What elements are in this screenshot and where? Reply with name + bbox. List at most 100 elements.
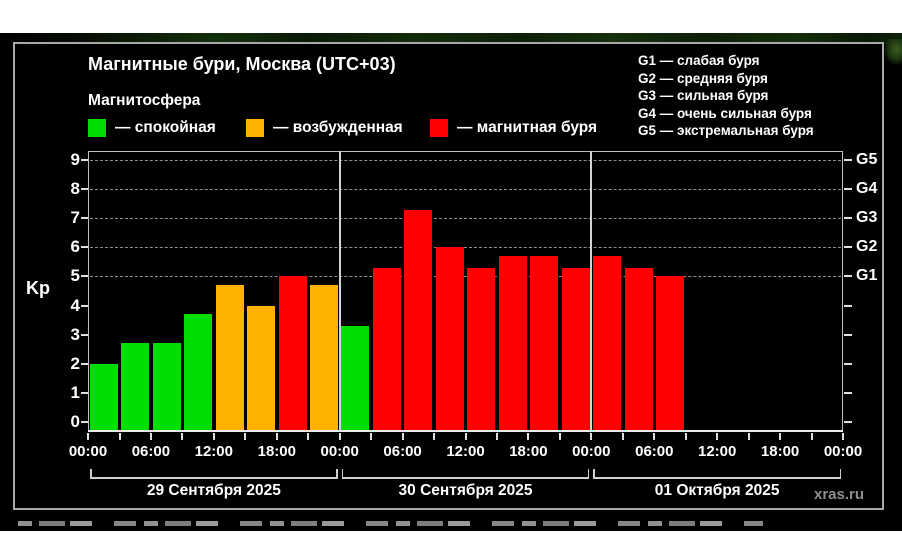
kp-bar (184, 314, 213, 431)
excited-swatch-icon (246, 119, 264, 137)
x-tick-label: 18:00 (760, 443, 800, 460)
x-axis-tick (464, 433, 467, 440)
x-axis-tick (212, 433, 215, 440)
storm-swatch-icon (430, 119, 448, 137)
x-axis-tick (653, 433, 656, 440)
kp-bar (89, 363, 118, 431)
x-tick-label: 00:00 (823, 443, 863, 460)
y-axis-tick-left (81, 217, 88, 220)
legend-label-storm: — магнитная буря (457, 119, 598, 136)
x-axis-tick (558, 433, 561, 440)
y-axis-tick-left (81, 421, 88, 423)
x-axis-tick (747, 433, 750, 440)
x-axis-tick (842, 433, 844, 440)
x-tick-label: 18:00 (509, 443, 548, 460)
x-axis-tick (433, 433, 435, 440)
storm-scale-legend: G1 — слабая буря G2 — средняя буря G3 — си… (638, 52, 814, 140)
clipped-caption-strip (18, 521, 763, 526)
y-axis-tick-left (81, 275, 88, 278)
y-tick-label: 7 (70, 208, 80, 228)
day-bracket-tick (593, 469, 595, 477)
y-axis-tick-right (844, 246, 852, 249)
legend-label-excited: — возбужденная (273, 119, 403, 136)
date-label: 30 Сентября 2025 (398, 482, 533, 499)
y-axis-tick-right (844, 333, 852, 336)
x-tick-label: 00:00 (572, 443, 611, 460)
storm-scale-line-g4: G4 — очень сильная буря (638, 105, 812, 121)
y-axis-tick-left (81, 304, 88, 307)
chart-subtitle: Магнитосфера (88, 92, 201, 109)
kp-bar (152, 343, 181, 431)
y-tick-label: 2 (70, 353, 80, 373)
x-axis-tick (87, 433, 89, 440)
x-axis-tick (810, 433, 813, 440)
day-bracket-line (593, 477, 841, 479)
x-axis-tick (527, 433, 530, 440)
grid-line-6 (90, 247, 841, 249)
day-bracket-tick (336, 469, 338, 477)
y-axis-title: Kp (26, 278, 50, 298)
legend-item-quiet: — спокойная (88, 119, 216, 137)
x-axis-tick (244, 433, 247, 440)
y-tick-label: 6 (70, 237, 80, 257)
y-axis-tick-left (81, 333, 88, 336)
x-axis-line (88, 430, 843, 432)
kp-bar (215, 285, 244, 431)
y-axis-tick-right (844, 217, 852, 220)
date-label: 01 Октября 2025 (654, 482, 780, 499)
storm-scale-line-g5: G5 — экстремальная буря (638, 123, 814, 138)
x-axis-tick (118, 433, 121, 440)
day-bracket-tick (587, 469, 590, 477)
day-bracket-tick (90, 469, 92, 477)
y-axis-tick-left (81, 246, 88, 249)
kp-bar (624, 267, 653, 431)
day-bracket-line (341, 477, 590, 479)
x-tick-label: 06:00 (383, 443, 422, 460)
x-tick-label: 12:00 (698, 443, 737, 460)
watermark-xras: xras.ru (814, 486, 865, 503)
legend-label-quiet: — спокойная (115, 119, 216, 136)
legend-item-excited: — возбужденная (246, 119, 403, 137)
y-axis-tick-left (81, 188, 88, 191)
legend-item-storm: — магнитная буря (430, 119, 597, 137)
x-tick-label: 12:00 (446, 443, 485, 460)
day-bracket-tick (839, 469, 841, 477)
x-axis-tick (779, 433, 782, 440)
day-bracket-tick (341, 469, 344, 477)
grid-line-7 (90, 218, 841, 220)
day-separator-line (338, 151, 341, 431)
y-axis-tick-right (844, 391, 852, 394)
kp-bar (498, 256, 527, 431)
kp-bar (656, 276, 684, 431)
day-separator-line (590, 151, 593, 431)
x-axis-tick (621, 433, 624, 440)
kp-bar (372, 267, 401, 431)
storm-scale-line-g1: G1 — слабая буря (638, 53, 760, 68)
kp-bar (435, 247, 464, 431)
background-photo-speck (884, 39, 902, 65)
chart-outer-frame (13, 42, 884, 510)
grid-line-9 (90, 160, 841, 161)
x-axis-tick (181, 433, 184, 440)
y-axis-tick-left (81, 159, 88, 161)
chart-title: Магнитные бури, Москва (UTC+03) (88, 54, 396, 74)
x-tick-label: 06:00 (635, 443, 674, 460)
chart-screenshot-area: Магнитные бури, Москва (UTC+03) Магнитос… (0, 33, 902, 531)
y-tick-label: 1 (70, 382, 80, 402)
date-label: 29 Сентября 2025 (146, 482, 281, 499)
y-tick-label: 9 (70, 150, 80, 169)
kp-bar (121, 343, 150, 431)
kp-bar (561, 267, 590, 431)
x-tick-label: 12:00 (194, 443, 233, 460)
y-tick-label: 0 (70, 412, 80, 431)
g-scale-label-g5: G5 (856, 151, 878, 168)
storm-scale-line-g2: G2 — средняя буря (638, 70, 768, 86)
x-tick-label: 00:00 (320, 443, 359, 460)
y-axis-tick-left (81, 362, 88, 365)
kp-bar (309, 285, 338, 431)
y-axis-tick-right (844, 188, 852, 191)
x-axis-tick (496, 433, 498, 440)
kp-bar (467, 267, 496, 431)
y-tick-label: 4 (70, 295, 80, 315)
